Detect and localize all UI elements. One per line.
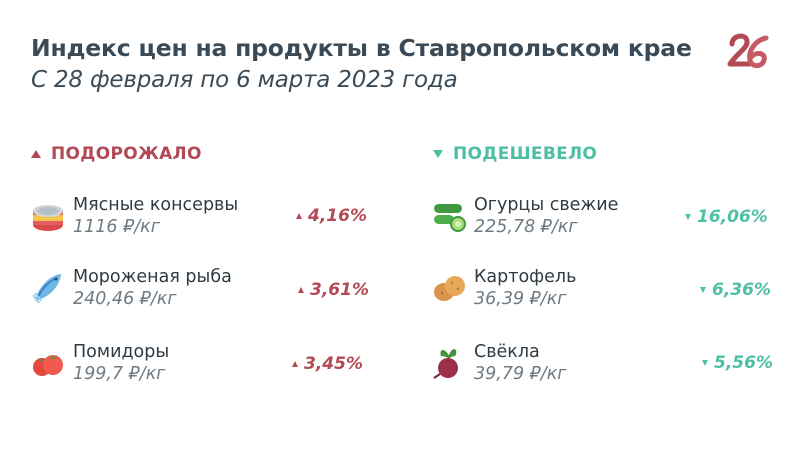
rose-heading: ПОДОРОЖАЛО [31, 144, 202, 164]
item-price: 225,78 ₽/кг [474, 217, 578, 237]
change-value: 5,56% [714, 353, 773, 373]
triangle-up-icon [296, 213, 302, 219]
item-price: 36,39 ₽/кг [474, 289, 567, 309]
tomato-icon [33, 355, 63, 376]
item-price: 240,46 ₽/кг [73, 289, 177, 309]
cucumber-icon [434, 204, 466, 232]
change-value: 4,16% [308, 206, 367, 226]
item-name: Свёкла [474, 342, 540, 362]
triangle-down-icon [700, 287, 706, 293]
fell-heading: ПОДЕШЕВЕЛО [433, 144, 597, 164]
triangle-down-icon [433, 150, 443, 158]
change-badge: 3,61% [298, 280, 369, 300]
list-item-tomato: Помидоры 199,7 ₽/кг [31, 340, 371, 390]
item-price: 199,7 ₽/кг [73, 364, 166, 384]
list-item-frozen-fish: Мороженая рыба 240,46 ₽/кг [31, 265, 371, 315]
change-value: 3,61% [310, 280, 369, 300]
rose-heading-label: ПОДОРОЖАЛО [51, 144, 202, 164]
list-item-cucumber: Огурцы свежие 225,78 ₽/кг [432, 193, 772, 243]
beet-icon [433, 349, 458, 379]
change-value: 16,06% [697, 207, 768, 227]
change-badge: 6,36% [700, 280, 771, 300]
page-subtitle: С 28 февраля по 6 марта 2023 года [31, 67, 458, 93]
change-value: 6,36% [712, 280, 771, 300]
change-badge: 4,16% [296, 206, 367, 226]
list-item-potato: Картофель 36,39 ₽/кг [432, 265, 772, 315]
triangle-up-icon [298, 287, 304, 293]
page-title: Индекс цен на продукты в Ставропольском … [31, 34, 692, 62]
change-badge: 16,06% [685, 207, 768, 227]
item-name: Мясные консервы [73, 195, 239, 215]
item-price: 39,79 ₽/кг [474, 364, 567, 384]
item-name: Помидоры [73, 342, 170, 362]
triangle-up-icon [31, 150, 41, 158]
fell-heading-label: ПОДЕШЕВЕЛО [453, 144, 598, 164]
change-badge: 5,56% [702, 353, 773, 373]
canned-meat-icon [33, 205, 63, 231]
logo-26-icon [727, 33, 769, 69]
item-name: Мороженая рыба [73, 267, 232, 287]
triangle-up-icon [292, 361, 298, 367]
triangle-down-icon [685, 214, 691, 220]
list-item-beet: Свёкла 39,79 ₽/кг [432, 340, 772, 390]
item-name: Огурцы свежие [474, 195, 619, 215]
item-price: 1116 ₽/кг [73, 217, 160, 237]
list-item-canned-meat: Мясные консервы 1116 ₽/кг [31, 193, 371, 243]
change-badge: 3,45% [292, 354, 363, 374]
frozen-fish-icon [32, 274, 61, 304]
item-name: Картофель [474, 267, 577, 287]
potato-icon [434, 276, 465, 301]
triangle-down-icon [702, 360, 708, 366]
change-value: 3,45% [304, 354, 363, 374]
